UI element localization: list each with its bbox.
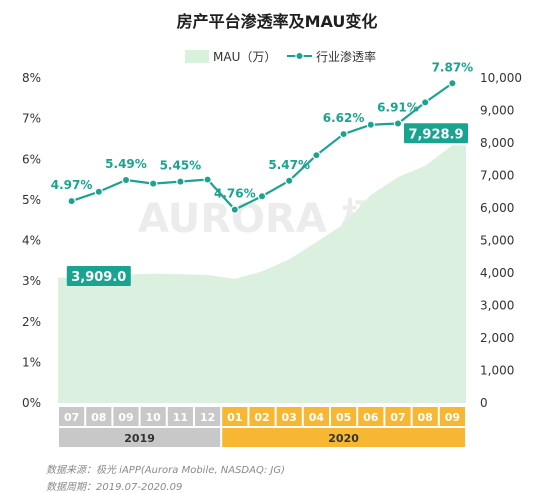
category-box (59, 407, 85, 426)
mau-data-label-box (404, 123, 468, 144)
mau-data-label: 3,909.0 (71, 270, 126, 285)
category-box (195, 407, 221, 426)
penetration-data-label: 6.91% (377, 101, 419, 115)
right-axis-tick: 6,000 (480, 201, 514, 215)
category-box (412, 407, 438, 426)
category-box (249, 407, 275, 426)
left-axis-tick: 6% (22, 152, 41, 166)
category-box (86, 407, 112, 426)
category-label: 06 (363, 411, 379, 424)
penetration-data-label: 4.97% (51, 178, 93, 192)
left-axis-tick: 4% (22, 234, 41, 248)
right-axis-tick: 4,000 (480, 266, 514, 280)
right-axis-tick: 10,000 (480, 71, 522, 85)
category-label: 04 (309, 411, 325, 424)
right-axis-tick: 7,000 (480, 169, 514, 183)
penetration-point (339, 129, 348, 139)
category-label: 01 (227, 411, 242, 424)
category-label: 02 (254, 411, 269, 424)
category-box (167, 407, 193, 426)
legend-marker-penetration (295, 51, 304, 61)
penetration-point (257, 192, 267, 201)
category-label: 08 (418, 411, 433, 424)
category-box (358, 407, 384, 426)
penetration-point (421, 98, 430, 107)
penetration-point (366, 120, 375, 129)
mau-data-label: 7,928.9 (408, 127, 463, 142)
chart-title: 房产平台渗透率及MAU变化 (176, 12, 378, 31)
penetration-point (393, 119, 403, 128)
category-box (439, 407, 465, 426)
penetration-point (67, 196, 76, 206)
right-axis-tick: 3,000 (480, 299, 514, 313)
legend-label-mau: MAU（万） (213, 50, 276, 64)
left-axis-tick: 1% (22, 355, 41, 369)
category-box (303, 407, 329, 426)
category-label: 03 (282, 411, 297, 424)
category-label: 08 (91, 411, 106, 424)
mau-data-label-box (66, 265, 131, 286)
year-group-label: 2019 (124, 432, 155, 445)
penetration-point (148, 179, 158, 188)
data-source-note: 数据来源：极光 iAPP(Aurora Mobile, NASDAQ: JG) (46, 465, 285, 476)
category-label: 05 (336, 411, 351, 424)
category-box (113, 407, 139, 426)
penetration-point (448, 79, 457, 88)
category-box (385, 407, 411, 426)
year-group-box (59, 428, 221, 447)
penetration-data-label: 5.47% (268, 158, 310, 172)
penetration-point (285, 176, 294, 185)
category-label: 09 (445, 411, 460, 424)
left-axis-tick: 3% (22, 274, 41, 288)
data-period-note: 数据周期：2019.07-2020.09 (46, 482, 183, 493)
penetration-data-label: 6.62% (323, 111, 365, 125)
left-axis-tick: 7% (22, 112, 41, 126)
penetration-data-label: 5.45% (160, 159, 202, 173)
category-label: 07 (390, 411, 405, 424)
right-axis-tick: 0 (480, 396, 488, 410)
right-axis-tick: 1,000 (480, 364, 514, 378)
category-box (331, 407, 357, 426)
legend-swatch-mau (185, 50, 209, 63)
right-axis-tick: 8,000 (480, 136, 514, 150)
penetration-data-label: 4.76% (214, 187, 256, 201)
category-label: 12 (200, 411, 215, 424)
left-axis-tick: 2% (22, 315, 41, 329)
category-box (140, 407, 166, 426)
left-axis-tick: 5% (22, 193, 41, 207)
penetration-point (203, 175, 212, 184)
right-axis-tick: 5,000 (480, 234, 514, 248)
legend-label-penetration: 行业渗透率 (316, 49, 376, 64)
penetration-point (94, 187, 104, 196)
penetration-data-label: 7.87% (432, 60, 474, 74)
category-label: 10 (146, 411, 162, 424)
category-box (276, 407, 302, 426)
category-box (222, 407, 248, 426)
category-label: 09 (118, 411, 133, 424)
right-axis-tick: 2,000 (480, 331, 514, 345)
left-axis-tick: 0% (22, 396, 41, 410)
penetration-data-label: 5.49% (105, 157, 147, 171)
category-label: 07 (64, 411, 79, 424)
category-label: 11 (173, 411, 188, 424)
penetration-point (230, 205, 239, 214)
right-axis-tick: 9,000 (480, 104, 514, 118)
mau-area (58, 145, 466, 404)
left-axis-tick: 8% (22, 71, 41, 85)
penetration-point (176, 177, 185, 186)
penetration-point (121, 175, 131, 185)
penetration-point (312, 150, 321, 160)
year-group-box (222, 428, 465, 447)
year-group-label: 2020 (328, 432, 359, 445)
